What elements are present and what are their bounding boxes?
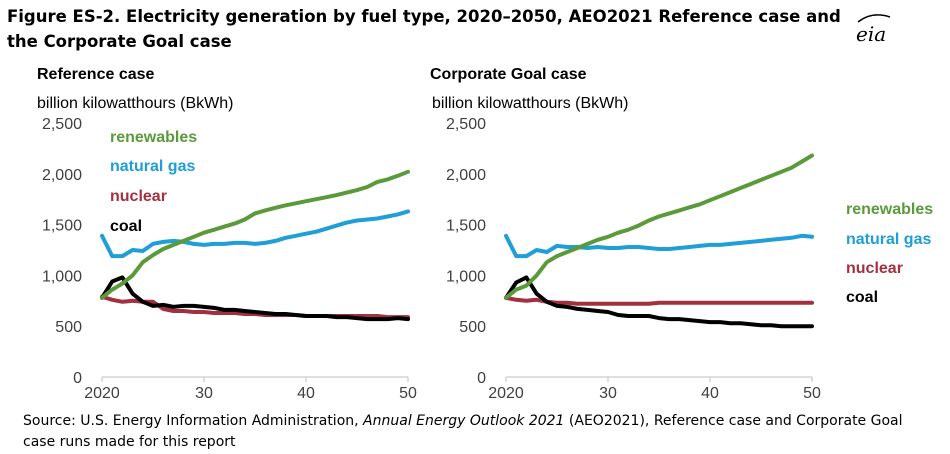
x-tick-label: 2020 xyxy=(84,385,120,402)
y-tick-label: 2,000 xyxy=(42,167,82,184)
series-label-nuclear: nuclear xyxy=(846,260,903,277)
series-label-natural-gas: natural gas xyxy=(846,231,931,248)
source-publication: Annual Energy Outlook 2021 xyxy=(363,413,565,429)
x-tick-label: 50 xyxy=(803,385,821,402)
panel-title: Corporate Goal case xyxy=(430,66,587,83)
y-tick-label: 1,000 xyxy=(42,268,82,285)
series-label-coal: coal xyxy=(110,218,142,235)
series-label-coal: coal xyxy=(846,289,878,306)
y-tick-label: 2,500 xyxy=(42,116,82,133)
reference-case-panel: Reference case billion kilowatthours (Bk… xyxy=(37,66,417,402)
y-axis-label: billion kilowatthours (BkWh) xyxy=(37,95,234,112)
x-tick-label: 40 xyxy=(701,385,719,402)
y-tick-label: 0 xyxy=(477,370,486,387)
y-tick-label: 2,500 xyxy=(446,116,486,133)
source-suffix: (AEO2021), Reference case and Corporate … xyxy=(23,413,903,450)
y-tick-label: 500 xyxy=(55,319,82,336)
corporate-goal-panel: Corporate Goal case billion kilowatthour… xyxy=(430,66,933,402)
chart-area: Reference case billion kilowatthours (Bk… xyxy=(37,66,933,402)
series-line-natural-gas xyxy=(504,233,814,259)
x-tick-label: 30 xyxy=(195,385,213,402)
eia-logo-swoosh xyxy=(857,14,891,23)
y-tick-label: 1,500 xyxy=(42,218,82,235)
eia-logo: eia xyxy=(856,14,891,46)
series-line-coal xyxy=(100,275,410,322)
series-line-nuclear xyxy=(504,295,814,306)
series-label-nuclear: nuclear xyxy=(110,188,167,205)
y-tick-label: 1,000 xyxy=(446,268,486,285)
x-tick-label: 50 xyxy=(399,385,417,402)
series-line-nuclear xyxy=(100,294,410,320)
series-line-natural-gas xyxy=(100,209,410,259)
x-tick-label: 40 xyxy=(297,385,315,402)
figure-title: Figure ES-2. Electricity generation by f… xyxy=(7,7,841,51)
series-line-renewables xyxy=(100,169,410,300)
source-note: Source: U.S. Energy Information Administ… xyxy=(23,411,923,453)
x-tick-label: 2020 xyxy=(488,385,524,402)
panel-title: Reference case xyxy=(37,66,155,83)
source-prefix: Source: U.S. Energy Information Administ… xyxy=(23,413,364,429)
x-tick-label: 30 xyxy=(599,385,617,402)
series-label-renewables: renewables xyxy=(110,129,197,146)
eia-logo-text: eia xyxy=(856,22,886,46)
series-line-coal xyxy=(504,275,814,329)
y-tick-label: 2,000 xyxy=(446,167,486,184)
y-axis-label: billion kilowatthours (BkWh) xyxy=(432,95,629,112)
y-tick-label: 500 xyxy=(459,319,486,336)
series-line-renewables xyxy=(504,153,814,300)
y-tick-label: 1,500 xyxy=(446,218,486,235)
series-label-renewables: renewables xyxy=(846,201,933,218)
y-tick-label: 0 xyxy=(73,370,82,387)
series-label-natural-gas: natural gas xyxy=(110,158,195,175)
